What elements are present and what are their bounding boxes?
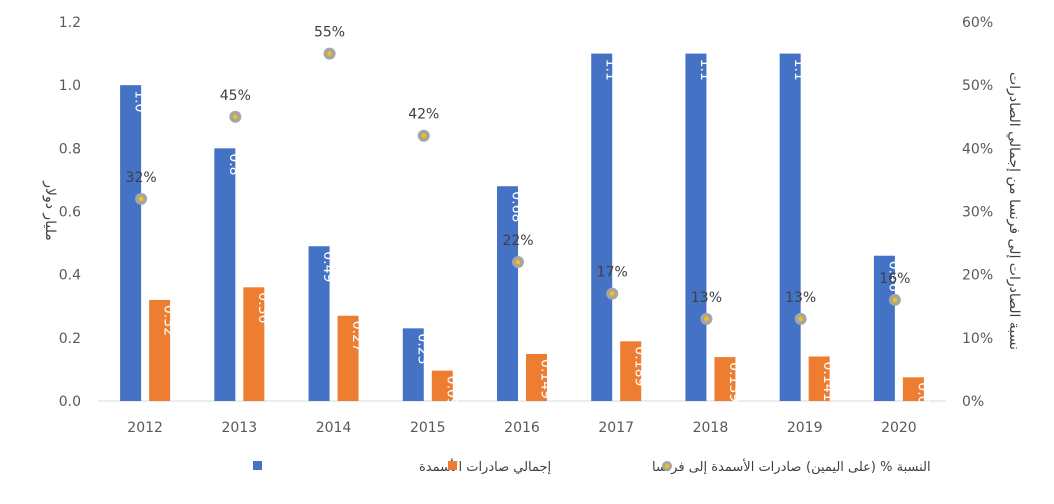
y-tick-left: 0.4 <box>59 268 81 284</box>
france-bar <box>902 377 924 401</box>
legend: إجمالي صادرات الأسمدة صادرات الأسمدة إلى … <box>253 458 931 475</box>
france-bar <box>808 356 830 401</box>
legend-total-marker <box>253 461 262 470</box>
y-tick-right: 40% <box>962 141 993 157</box>
total-bar <box>779 53 801 401</box>
y-axis-title-right: نسبة الصادرات إلى فرنسا من إجمالي الصادر… <box>1006 72 1022 350</box>
legend-france-marker <box>448 461 457 470</box>
total-bar-label: 1.1 <box>697 59 713 81</box>
x-tick-label: 2020 <box>881 420 917 436</box>
x-axis-ticks: 2012 2013 2014 2015 2016 2017 2018 2019 2020 <box>127 420 916 436</box>
ratio-point-center <box>233 114 238 119</box>
total-bar <box>873 255 895 401</box>
ratio-point-label: 17% <box>597 265 628 281</box>
x-tick-label: 2016 <box>504 420 540 436</box>
ratio-point-center <box>138 196 144 202</box>
y-tick-right: 50% <box>962 78 993 94</box>
ratio-point-label: 13% <box>785 290 816 306</box>
france-bar-label: 0.075 <box>914 382 930 422</box>
ratio-point-center <box>798 316 803 322</box>
legend-ratio-label: النسبة % (على اليمين) <box>806 460 931 475</box>
france-bar-label: 0.36 <box>255 292 271 323</box>
total-bar-label: 1.0 <box>132 90 148 112</box>
legend-ratio-marker-center <box>665 464 669 468</box>
france-bar <box>526 353 547 401</box>
france-bar-label: 0.27 <box>349 321 365 352</box>
points-layer: 32% 45% 55% 42% 22% 17% 13% 13% 16% <box>126 25 910 325</box>
x-tick-label: 2014 <box>316 420 352 436</box>
ratio-point-center <box>421 133 426 138</box>
x-tick-label: 2013 <box>222 420 258 436</box>
ratio-point-label: 42% <box>408 107 439 123</box>
france-bar <box>243 287 265 401</box>
right-axis-ticks: 0% 10% 20% 30% 40% 50% 60% <box>962 15 993 410</box>
france-bar-label: 0.32 <box>161 305 177 336</box>
france-bar <box>337 315 359 401</box>
x-tick-label: 2018 <box>693 420 729 436</box>
y-tick-right: 10% <box>962 331 993 347</box>
y-tick-left: 0.0 <box>59 394 81 410</box>
legend-france-label: صادرات الأسمدة إلى فرنسا <box>652 458 801 475</box>
ratio-point-label: 22% <box>502 233 533 249</box>
left-axis-ticks: 0.0 0.2 0.4 0.6 0.8 1.0 1.2 <box>59 15 81 410</box>
legend-total-label: إجمالي صادرات الأسمدة <box>419 458 551 475</box>
x-tick-label: 2012 <box>127 420 163 436</box>
y-tick-right: 0% <box>962 394 984 410</box>
y-tick-left: 0.8 <box>59 141 81 157</box>
total-bar <box>402 328 424 401</box>
total-bar-label: 0.23 <box>414 333 430 364</box>
ratio-point-label: 16% <box>879 271 910 287</box>
y-tick-left: 1.0 <box>59 78 81 94</box>
ratio-point-center <box>610 291 615 296</box>
total-bar <box>591 53 613 401</box>
total-bar-label: 0.49 <box>320 251 336 282</box>
y-tick-left: 0.2 <box>59 331 81 347</box>
x-tick-label: 2017 <box>598 420 634 436</box>
france-bar-label: 0.149 <box>538 359 554 399</box>
france-bar <box>714 357 736 401</box>
france-bar-label: 0.096 <box>443 376 459 416</box>
france-bar <box>620 341 642 401</box>
x-tick-label: 2019 <box>787 420 823 436</box>
ratio-point-center <box>515 259 521 265</box>
total-bar <box>120 85 142 402</box>
france-bar-label: 0.141 <box>820 361 836 401</box>
ratio-point-center <box>892 297 898 303</box>
y-axis-title-left: مليار دولار <box>42 180 58 241</box>
total-bar <box>214 148 236 401</box>
ratio-point-label: 45% <box>220 88 251 104</box>
x-tick-label: 2015 <box>410 420 446 436</box>
total-bar-label: 1.1 <box>603 59 619 81</box>
y-tick-right: 20% <box>962 268 993 284</box>
y-tick-right: 60% <box>962 15 993 31</box>
france-bar <box>431 370 453 401</box>
ratio-point-center <box>327 51 332 56</box>
ratio-point-label: 32% <box>126 170 157 186</box>
ratio-point-label: 55% <box>314 25 345 41</box>
y-tick-left: 1.2 <box>59 15 81 31</box>
france-bar-label: 0.139 <box>726 362 742 402</box>
y-tick-left: 0.6 <box>59 205 81 221</box>
bars-layer: 1.0 0.32 0.8 0.36 0.49 0.27 0.23 0.096 0.68 0.149… <box>120 53 930 422</box>
total-bar <box>497 186 518 401</box>
total-bar-label: 1.1 <box>791 59 807 81</box>
total-bar <box>685 53 707 401</box>
total-bar-label: 0.68 <box>509 191 525 222</box>
total-bar-label: 0.8 <box>226 153 242 175</box>
total-bar <box>308 246 330 401</box>
france-bar <box>149 299 171 401</box>
total-bar-label: 0.46 <box>885 261 901 292</box>
ratio-point-label: 13% <box>691 290 722 306</box>
france-bar-label: 0.189 <box>632 346 648 386</box>
ratio-point-center <box>704 316 709 322</box>
y-tick-right: 30% <box>962 205 993 221</box>
